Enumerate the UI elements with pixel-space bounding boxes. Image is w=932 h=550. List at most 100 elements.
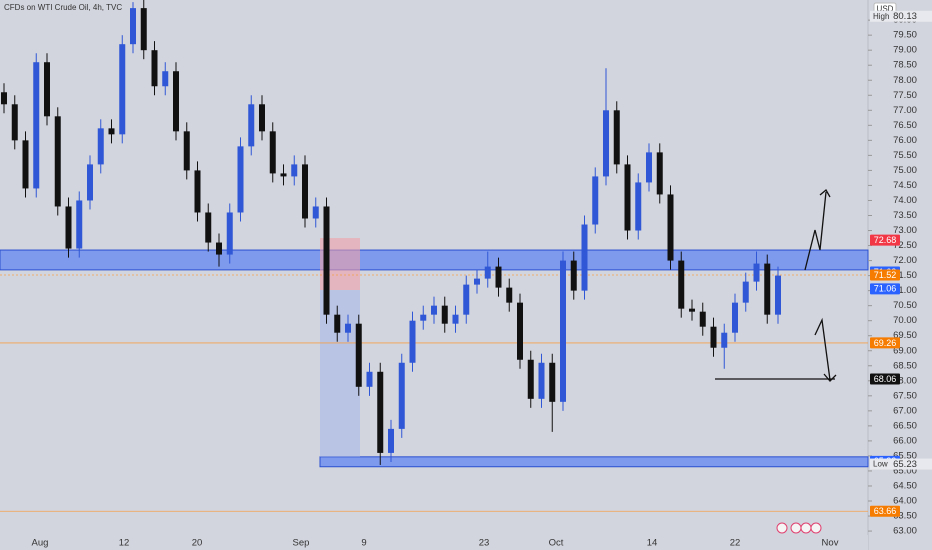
- price-badge: [870, 234, 900, 246]
- x-tick-label: 12: [119, 538, 130, 549]
- x-tick-label: Aug: [32, 538, 49, 549]
- y-tick-label: 71.00: [893, 285, 917, 296]
- candle-body: [87, 164, 93, 201]
- y-tick-label: 68.00: [893, 375, 917, 386]
- candle-body: [345, 323, 351, 333]
- candle-body: [162, 71, 169, 87]
- candle-body: [366, 371, 373, 387]
- zone: [0, 249, 869, 271]
- y-tick-label: 76.00: [893, 135, 917, 146]
- candle-body: [194, 170, 201, 213]
- y-tick-label: 71.50: [893, 270, 917, 281]
- candle-body: [237, 146, 244, 213]
- icon[interactable]: [790, 522, 802, 534]
- price-badge: [870, 373, 900, 385]
- x-tick-label: 14: [647, 538, 658, 549]
- y-tick-label: 65.50: [893, 450, 917, 461]
- arrow-up: [804, 189, 831, 271]
- y-tick-label: 63.50: [893, 511, 917, 522]
- extreme-box: [870, 10, 932, 22]
- icon[interactable]: [776, 522, 788, 534]
- price-badge-label: 71.52: [874, 270, 897, 280]
- candle-body: [538, 362, 545, 399]
- candle-body: [76, 200, 83, 249]
- candle-body: [259, 104, 265, 132]
- price-badge-label: 69.26: [874, 338, 897, 348]
- y-tick-label: 79.00: [893, 45, 917, 56]
- price-badge: [870, 505, 900, 517]
- candle-body: [656, 152, 663, 195]
- y-tick-label: 63.00: [893, 526, 917, 537]
- candle-body: [377, 371, 384, 453]
- candle-body: [517, 302, 523, 360]
- y-tick-label: 77.50: [893, 90, 917, 101]
- y-tick-label: 69.50: [893, 330, 917, 341]
- y-tick-label: 67.50: [893, 390, 917, 401]
- price-badge-label: 68.06: [874, 374, 897, 384]
- candle-body: [474, 278, 480, 285]
- y-tick-label: 73.00: [893, 225, 917, 236]
- candle-body: [130, 8, 136, 45]
- price-badge: [870, 283, 900, 295]
- extreme-box: [870, 458, 932, 470]
- y-tick-label: 76.50: [893, 120, 917, 131]
- price-badge-label: 63.66: [874, 506, 897, 516]
- candle-body: [409, 320, 416, 363]
- extreme-value: 65.23: [893, 459, 917, 470]
- candle-body: [484, 266, 491, 279]
- y-tick-label: 77.00: [893, 105, 917, 116]
- y-tick-label: 73.50: [893, 210, 917, 221]
- candle-body: [312, 206, 319, 219]
- candle-body: [97, 128, 104, 165]
- candle-body: [226, 212, 233, 255]
- drawings: [804, 189, 837, 382]
- candle-body: [570, 260, 577, 291]
- x-tick-label: 22: [730, 538, 741, 549]
- candle-body: [452, 314, 459, 324]
- x-tick-label: 20: [192, 538, 203, 549]
- candle-body: [581, 224, 588, 291]
- price-badge-label: 71.06: [874, 284, 897, 294]
- price-badge: [870, 269, 900, 281]
- candle-body: [775, 275, 781, 315]
- x-tick-label: Sep: [293, 538, 310, 549]
- candle-body: [44, 62, 50, 117]
- icons: [776, 522, 822, 534]
- candle-body: [689, 308, 695, 312]
- y-tick-label: 65.00: [893, 465, 917, 476]
- candle-body: [613, 110, 620, 165]
- candle-body: [173, 71, 179, 132]
- x-axis: [0, 535, 868, 550]
- candle-body: [33, 62, 40, 189]
- candle-body: [764, 263, 771, 315]
- x-tick-label: Nov: [822, 538, 839, 549]
- price-badge-label: 72.68: [874, 235, 897, 245]
- y-tick-label: 70.00: [893, 315, 917, 326]
- candle-body: [334, 314, 341, 333]
- extreme-name: High: [873, 12, 889, 21]
- candle-body: [495, 266, 502, 288]
- candle-body: [635, 182, 642, 231]
- candle-body: [54, 116, 61, 207]
- candle-body: [463, 284, 470, 315]
- candle-body: [592, 176, 599, 225]
- icon[interactable]: [810, 522, 822, 534]
- y-tick-label: 75.50: [893, 150, 917, 161]
- candle-body: [678, 260, 685, 309]
- candle-body: [291, 164, 298, 177]
- y-tick-label: 70.50: [893, 300, 917, 311]
- candle-body: [732, 302, 738, 333]
- candle-body: [108, 128, 115, 135]
- candle-body: [302, 164, 308, 219]
- x-tick-label: Oct: [549, 538, 564, 549]
- y-tick-label: 79.50: [893, 30, 917, 41]
- candle-body: [431, 305, 437, 315]
- candle-body: [549, 362, 556, 402]
- candle-body: [65, 206, 72, 249]
- candle-body: [183, 131, 190, 171]
- candle-body: [151, 50, 158, 87]
- candle-body: [1, 92, 7, 105]
- y-tick-label: 78.50: [893, 60, 917, 71]
- icon[interactable]: [800, 522, 812, 534]
